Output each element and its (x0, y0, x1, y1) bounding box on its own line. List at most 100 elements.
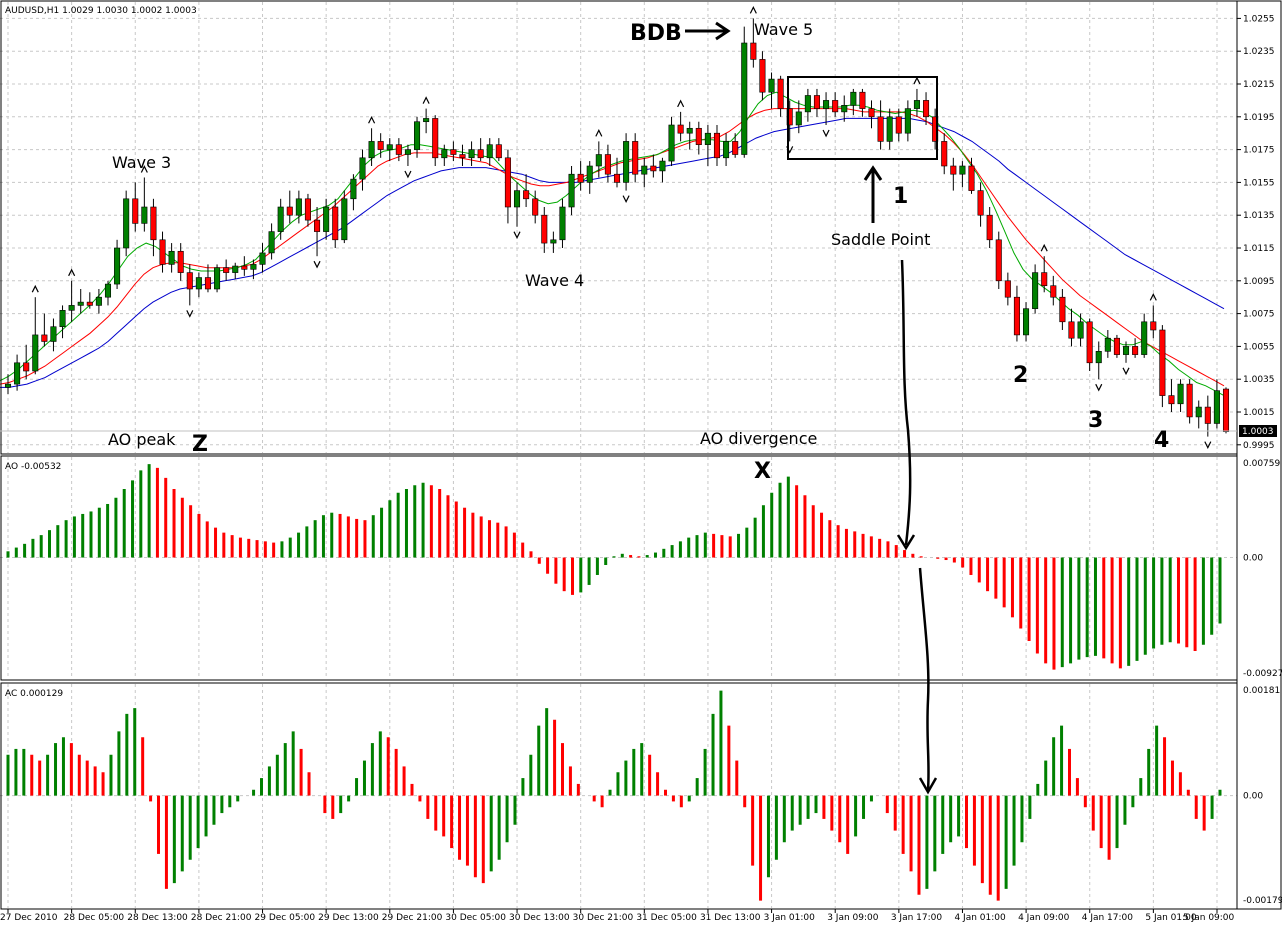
time-tick-label-3: 28 Dec 21:00 (191, 913, 252, 923)
fractal-down-132 (1204, 441, 1212, 449)
alligator-jaw-line (0, 117, 1225, 388)
candle-body-25 (232, 265, 239, 273)
candle-body-106 (968, 165, 975, 191)
candle-body-56 (513, 190, 521, 208)
ao-tick-label-2: -0.00927 (1243, 669, 1282, 679)
candle-body-72 (659, 160, 666, 172)
candle-body-131 (1195, 406, 1202, 418)
price-tick-label-8: 1.0095 (1243, 277, 1275, 287)
time-tick-label-11: 31 Dec 13:00 (700, 913, 761, 923)
candle-body-33 (304, 198, 311, 221)
time-tick-label-5: 29 Dec 13:00 (318, 913, 379, 923)
fractal-up-46 (422, 96, 430, 104)
candle-body-24 (223, 267, 230, 273)
annotation-saddle: Saddle Point (831, 230, 930, 249)
fractal-up-7 (68, 268, 76, 277)
candle-body-39 (359, 157, 366, 180)
fractal-down-34 (313, 260, 321, 269)
time-tick-label-18: 5 Jan 01:00 (1145, 913, 1197, 923)
candle-body-115 (1050, 285, 1057, 298)
candle-body-100 (913, 100, 920, 109)
candle-body-53 (486, 144, 493, 159)
fractal-up-65 (595, 129, 603, 137)
candle-body-48 (441, 149, 448, 159)
candle-body-112 (1023, 308, 1030, 336)
candle-body-41 (377, 141, 384, 150)
candle-body-11 (104, 283, 112, 298)
candle-body-91 (832, 100, 839, 113)
ac-tick-label-2: -0.00179 (1243, 896, 1282, 906)
candle-body-30 (277, 206, 284, 232)
arrow-to-ac-head (918, 777, 938, 795)
price-tag: 1.0003 (1242, 427, 1274, 437)
annotation-ao-divergence: AO divergence (700, 429, 817, 448)
candle-body-83 (759, 59, 766, 93)
fractal-down-90 (822, 129, 830, 138)
candle-body-117 (1068, 321, 1075, 339)
fractal-markers (31, 6, 1212, 449)
price-axis-frame (1236, 0, 1282, 910)
candle-body-103 (941, 141, 948, 167)
time-tick-label-13: 3 Jan 09:00 (827, 913, 879, 923)
candle-body-22 (204, 277, 211, 290)
price-panel-title: AUDUSD,H1 1.0029 1.0030 1.0002 1.0003 (5, 6, 197, 16)
candle-body-99 (904, 108, 911, 134)
ac-panel-title: AC 0.000129 (5, 689, 63, 699)
candle-body-63 (577, 173, 584, 183)
candle-body-70 (641, 165, 648, 175)
price-tick-label-1: 1.0235 (1243, 47, 1275, 57)
saddle-up-arrow-head (863, 165, 883, 181)
candle-body-122 (1113, 337, 1120, 355)
fractal-down-44 (404, 170, 412, 179)
candle-body-16 (150, 206, 157, 241)
candle-body-46 (423, 118, 430, 123)
candle-body-98 (895, 116, 902, 134)
candle-body-134 (1222, 388, 1230, 432)
price-tick-label-12: 1.0015 (1243, 408, 1275, 418)
candle-body-87 (795, 111, 802, 126)
candle-body-118 (1077, 321, 1084, 339)
price-tick-label-6: 1.0135 (1243, 211, 1275, 221)
candle-body-110 (1004, 280, 1011, 298)
candle-body-82 (750, 42, 757, 60)
ao-tick-label-0: 0.00759 (1243, 459, 1280, 469)
candle-body-77 (704, 132, 711, 145)
ac-axis-ticks: 0.00181 0.00 -0.00179 (1243, 686, 1282, 906)
time-tick-label-10: 31 Dec 05:00 (636, 913, 697, 923)
price-tick-label-11: 1.0035 (1243, 375, 1275, 385)
candle-body-69 (632, 141, 639, 175)
candle-body-84 (768, 78, 775, 93)
candle-body-133 (1213, 390, 1220, 424)
candle-body-109 (995, 239, 1002, 282)
candle-body-28 (259, 252, 266, 265)
candle-body-94 (859, 91, 866, 109)
fractal-down-123 (1122, 367, 1130, 376)
candle-body-73 (668, 124, 675, 162)
fractal-up-114 (1040, 243, 1048, 252)
candle-body-65 (595, 154, 602, 167)
arrow-to-ao-head (896, 534, 916, 551)
price-tick-label-10: 1.0055 (1243, 342, 1275, 352)
ao-tick-label-1: 0.00 (1243, 554, 1263, 564)
candle-body-130 (1186, 383, 1193, 418)
fractal-up-3 (31, 284, 39, 293)
candle-body-38 (350, 178, 357, 200)
candle-body-6 (59, 310, 66, 328)
ac-histogram (6, 690, 1222, 901)
candle-body-86 (786, 108, 793, 126)
fractal-up-40 (368, 115, 376, 124)
price-tag-box (1239, 425, 1277, 437)
candle-body-34 (314, 219, 321, 232)
candle-body-8 (77, 301, 84, 306)
candle-body-95 (868, 108, 875, 118)
time-tick-label-7: 30 Dec 05:00 (445, 913, 506, 923)
candle-body-43 (395, 144, 402, 155)
annotation-wave4: Wave 4 (525, 271, 584, 290)
candle-body-129 (1177, 383, 1184, 405)
candle-body-29 (268, 231, 275, 254)
candle-body-58 (532, 198, 539, 216)
candle-body-59 (541, 214, 548, 244)
price-tick-label-5: 1.0155 (1243, 178, 1275, 188)
candle-body-128 (1168, 395, 1175, 405)
